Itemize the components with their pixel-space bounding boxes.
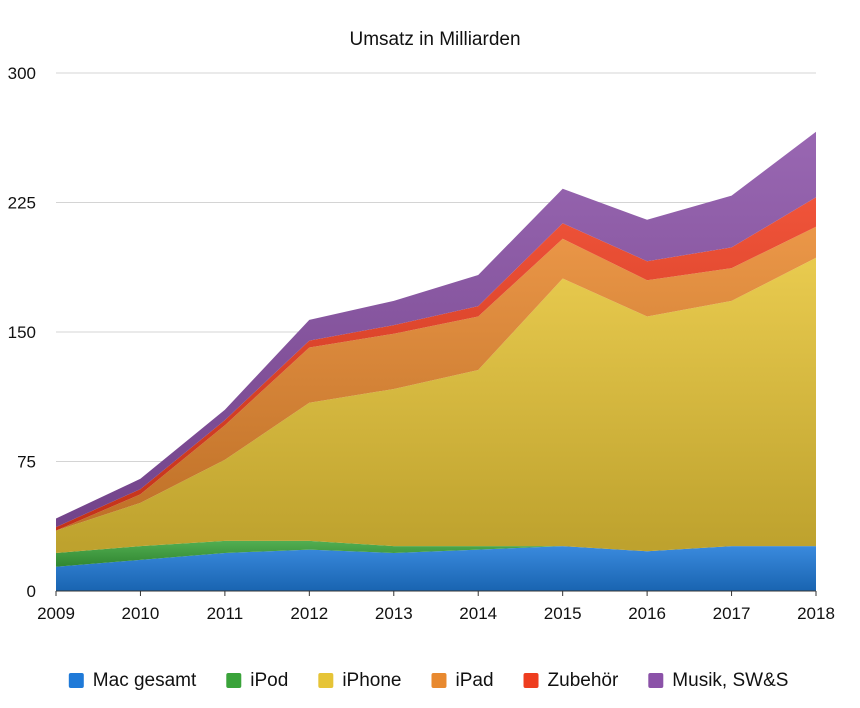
legend-item: Mac gesamt xyxy=(68,670,197,691)
x-tick-label: 2017 xyxy=(713,604,751,623)
legend: Mac gesamt iPod iPhone iPad Zubehör Musik, SW… xyxy=(68,670,788,691)
x-tick-label: 2009 xyxy=(37,604,75,623)
x-tick-label: 2013 xyxy=(375,604,413,623)
x-tick-label: 2010 xyxy=(122,604,160,623)
legend-item: iPad xyxy=(431,670,494,691)
legend-item: iPhone xyxy=(318,670,401,691)
legend-swatch xyxy=(318,673,334,688)
legend-label: iPad xyxy=(455,670,493,691)
x-tick-label: 2012 xyxy=(290,604,328,623)
area-series-1 xyxy=(56,540,816,567)
legend-swatch xyxy=(648,673,664,688)
x-tick-label: 2011 xyxy=(207,604,244,623)
x-tick-label: 2016 xyxy=(628,604,666,623)
y-tick-label: 225 xyxy=(8,194,36,213)
area-series-group xyxy=(56,131,816,591)
area-series-0 xyxy=(56,546,816,591)
chart-title: Umsatz in Milliarden xyxy=(349,29,520,50)
legend-swatch xyxy=(431,673,447,688)
x-tick-label: 2015 xyxy=(544,604,582,623)
legend-item: iPod xyxy=(226,670,288,691)
legend-label: Musik, SW&S xyxy=(672,670,788,691)
area-series-2 xyxy=(56,257,816,553)
axes: 0 75 150 225 300 2009 2010 2011 2012 2013 2014 2015… xyxy=(8,64,835,623)
x-tick-label: 2014 xyxy=(459,604,497,623)
legend-label: iPod xyxy=(250,670,288,691)
legend-label: iPhone xyxy=(342,670,401,691)
legend-item: Musik, SW&S xyxy=(648,670,788,691)
legend-item: Zubehör xyxy=(523,670,619,691)
area-series-5 xyxy=(56,131,816,528)
y-tick-label: 300 xyxy=(8,64,36,83)
y-tick-label: 150 xyxy=(8,323,36,342)
legend-swatch xyxy=(226,673,242,688)
x-tick-label: 2018 xyxy=(797,604,835,623)
area-series-3 xyxy=(56,226,816,531)
legend-swatch xyxy=(68,673,84,688)
legend-label: Mac gesamt xyxy=(93,670,197,691)
area-series-4 xyxy=(56,197,816,531)
y-tick-label: 75 xyxy=(17,453,36,472)
y-tick-label: 0 xyxy=(27,582,36,601)
legend-swatch xyxy=(523,673,539,688)
legend-label: Zubehör xyxy=(548,670,619,691)
